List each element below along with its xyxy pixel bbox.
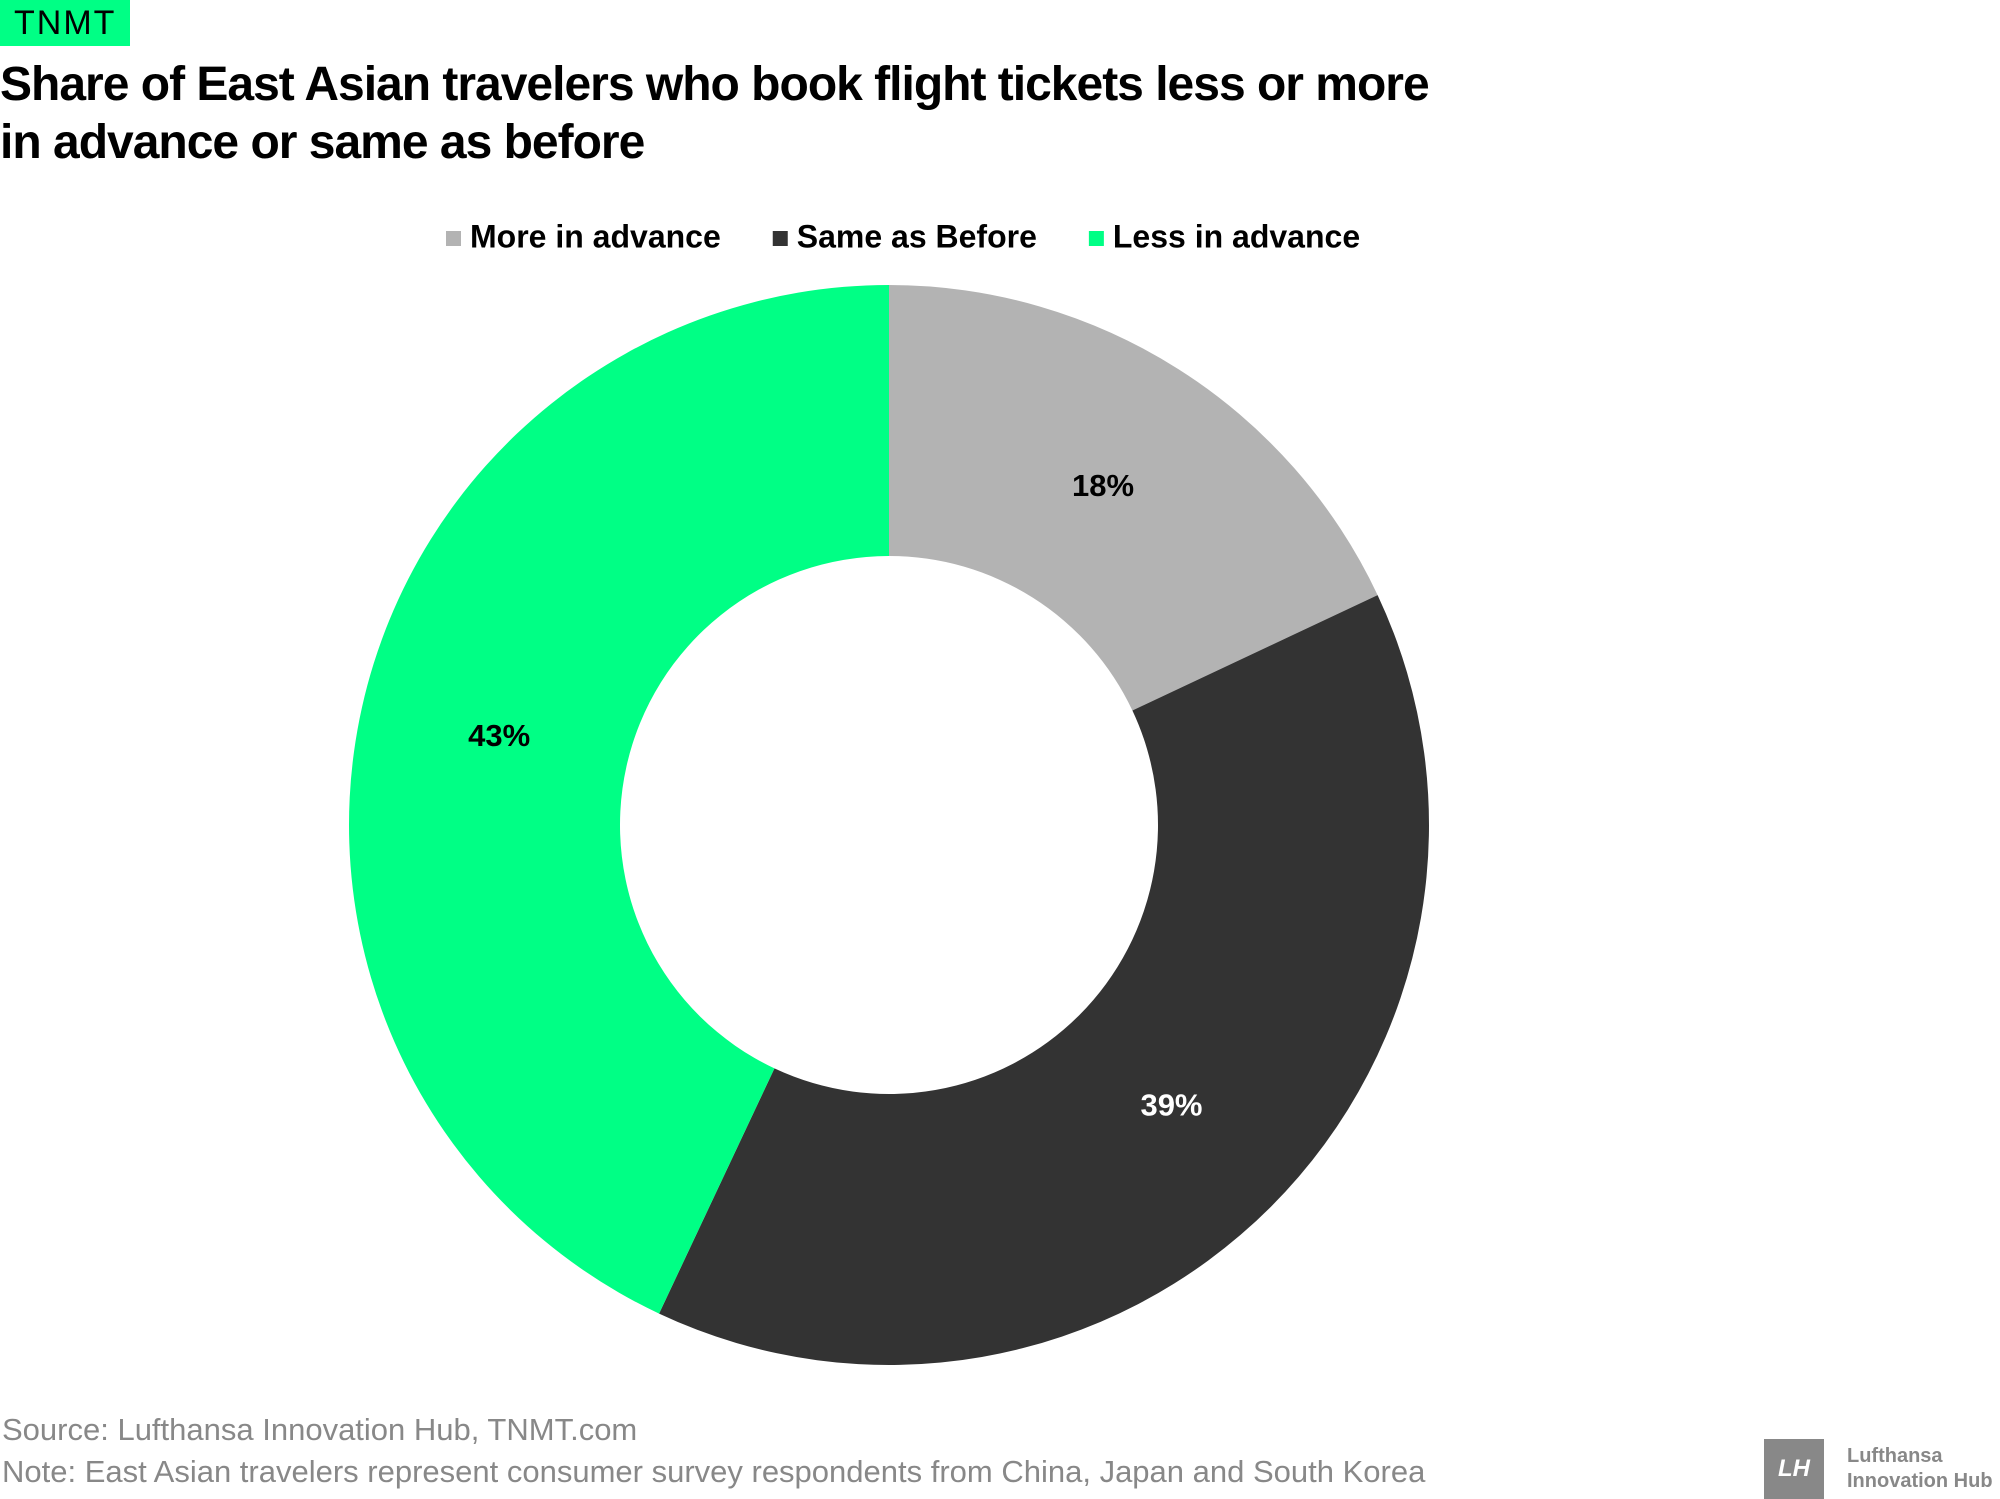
legend-label: Less in advance <box>1113 218 1360 254</box>
pie-slice <box>889 285 1378 711</box>
pie-slice <box>659 595 1429 1365</box>
logo-mark: LH <box>1764 1439 1824 1499</box>
source-note: Source: Lufthansa Innovation Hub, TNMT.c… <box>2 1412 638 1447</box>
brand-badge: TNMT <box>0 0 131 46</box>
legend-label: Same as Before <box>797 218 1037 254</box>
footnote: Note: East Asian travelers represent con… <box>2 1454 1426 1489</box>
logo-text: Innovation Hub <box>1847 1470 1993 1492</box>
legend-swatch <box>1088 231 1104 246</box>
legend-swatch <box>446 231 461 246</box>
legend-swatch <box>772 231 788 246</box>
data-label: 18% <box>1072 468 1134 503</box>
pie-slice <box>349 285 889 1314</box>
chart-title: Share of East Asian travelers who book f… <box>0 58 1430 169</box>
data-label: 39% <box>1140 1088 1202 1123</box>
legend-label: More in advance <box>470 218 721 254</box>
data-label: 43% <box>468 718 530 753</box>
logo-text: Lufthansa <box>1847 1445 1943 1467</box>
